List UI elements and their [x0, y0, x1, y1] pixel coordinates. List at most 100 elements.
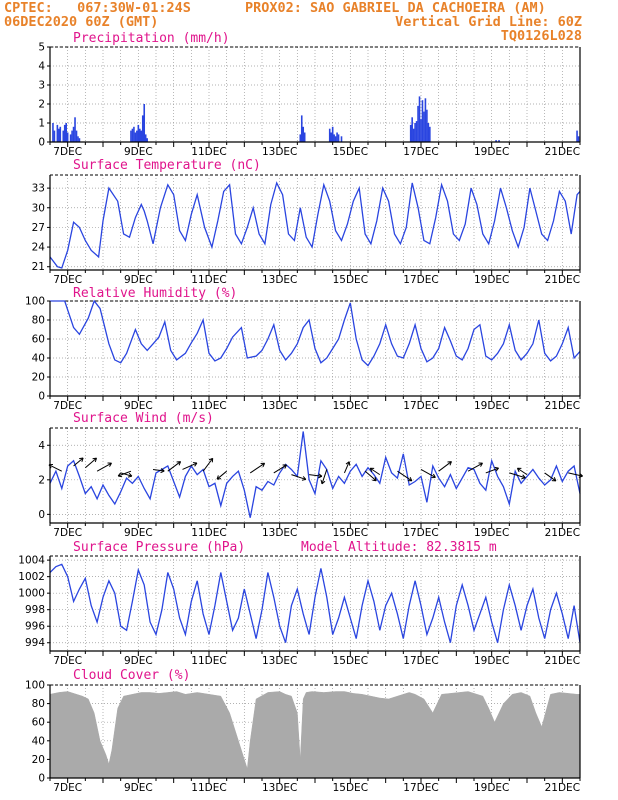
panel-1: 21 24 27 30 33 7DEC 9DEC 11DEC 13DEC 15DEC 17DEC 19…: [32, 158, 581, 286]
x-tick-label: 11DEC: [191, 146, 226, 158]
panel-title: Surface Pressure (hPa): [73, 540, 245, 555]
precip-bar: [130, 130, 132, 142]
x-tick-label: 15DEC: [333, 146, 368, 158]
y-tick-label: 1004: [18, 555, 45, 567]
x-tick-label: 21DEC: [545, 527, 580, 539]
precip-bar: [415, 121, 418, 142]
wind-arrow-head: [301, 476, 307, 481]
y-tick-label: 2: [38, 474, 45, 486]
wind-arrow-head: [447, 461, 452, 466]
wind-arrow-head: [494, 466, 499, 472]
x-tick-label: 11DEC: [191, 400, 226, 412]
wind-arrow-head: [516, 467, 522, 473]
y-tick-label: 5: [38, 42, 45, 54]
panel-title: Relative Humidity (%): [73, 286, 237, 301]
x-tick-label: 9DEC: [124, 782, 153, 794]
wind-arrow-head: [282, 464, 288, 469]
x-tick-label: 13DEC: [262, 400, 297, 412]
x-tick-label: 7DEC: [53, 146, 82, 158]
y-tick-label: 998: [25, 604, 45, 616]
x-tick-label: 19DEC: [474, 655, 509, 667]
y-tick-label: 0: [38, 391, 45, 403]
panel-2: 0 20 40 60 80 100 7DEC 9DEC 11DEC 13DEC 15DEC 17DEC…: [25, 286, 581, 412]
precip-bar: [144, 134, 147, 142]
header-station-coords: CPTEC: 067:30W-01:24S: [4, 0, 191, 16]
wind-arrow-head: [320, 479, 326, 485]
x-tick-label: 7DEC: [53, 655, 82, 667]
wind-arrow-head: [407, 476, 413, 482]
precip-bar: [300, 115, 303, 142]
y-tick-label: 80: [32, 698, 45, 710]
x-tick-label: 17DEC: [403, 146, 438, 158]
precip-bar: [420, 119, 422, 142]
x-tick-label: 15DEC: [333, 274, 368, 286]
precip-bar: [337, 134, 340, 142]
panel-4: 994 996 998 1000 1002 1004 7DEC 9DEC 11DEC 13DEC 1…: [18, 540, 581, 667]
wind-arrow: [216, 470, 227, 480]
precip-bar: [412, 128, 415, 142]
wind-arrow: [273, 464, 287, 474]
cloud-area: [49, 691, 581, 779]
panel-title: Precipitation (mm/h): [73, 31, 230, 46]
x-tick-label: 11DEC: [191, 527, 226, 539]
precip-bar: [139, 128, 141, 142]
precip-bar: [427, 123, 430, 142]
precip-bar: [429, 126, 431, 142]
wind-arrow-head: [208, 457, 214, 463]
precip-bar: [146, 138, 148, 142]
precip-bar: [417, 105, 419, 142]
x-tick-label: 9DEC: [124, 527, 153, 539]
y-tick-label: 60: [32, 334, 45, 346]
precip-bar: [303, 132, 306, 142]
precip-bar: [69, 134, 72, 142]
panel-title: Surface Temperature (nC): [73, 158, 261, 173]
y-tick-label: 100: [25, 680, 45, 692]
precip-bar: [133, 126, 135, 142]
panel-5: 0 20 40 60 80 100 7DEC 9DEC 11DEC 13DEC 15DEC 17DEC…: [25, 668, 581, 794]
precip-bar: [134, 132, 137, 142]
wind-arrow: [309, 474, 322, 477]
precip-bar: [65, 123, 67, 142]
precip-bar: [140, 130, 143, 142]
wind-arrow-head: [117, 472, 123, 478]
wind-arrow: [420, 469, 436, 478]
wind-arrow-head: [551, 477, 557, 482]
x-tick-label: 11DEC: [191, 274, 226, 286]
y-tick-label: 1000: [18, 588, 45, 600]
x-tick-label: 19DEC: [474, 146, 509, 158]
wind-arrow: [517, 467, 528, 476]
header-run-date: 06DEC2020 60Z (GMT): [4, 14, 159, 30]
y-tick-label: 996: [25, 621, 45, 633]
wind-arrow-head: [192, 462, 198, 467]
panel-title: Cloud Cover (%): [73, 668, 190, 683]
precip-bar: [336, 132, 338, 142]
wind-arrow: [397, 470, 413, 482]
precip-bar: [75, 130, 78, 142]
wind-arrow-head: [79, 457, 84, 462]
precip-bar: [53, 130, 56, 142]
x-tick-label: 15DEC: [333, 400, 368, 412]
wind-arrow: [85, 457, 97, 469]
y-tick-label: 2: [38, 99, 45, 111]
precip-bar: [409, 124, 412, 142]
header-station-name: PROX02: SAO GABRIEL DA CACHOEIRA (AM): [245, 0, 546, 16]
y-tick-label: 0: [38, 509, 45, 521]
y-tick-label: 40: [32, 735, 45, 747]
x-tick-label: 17DEC: [403, 655, 438, 667]
x-tick-label: 15DEC: [333, 527, 368, 539]
x-tick-label: 19DEC: [474, 400, 509, 412]
x-tick-label: 9DEC: [124, 146, 153, 158]
precip-bar: [331, 126, 334, 142]
wind-arrow: [48, 464, 63, 472]
wind-arrow-head: [176, 461, 182, 466]
precip-bar: [577, 136, 580, 142]
wind-arrow: [364, 470, 377, 482]
precip-bar: [56, 124, 59, 142]
y-tick-label: 1: [38, 118, 45, 130]
precip-bar: [77, 136, 79, 142]
precip-bar: [78, 138, 81, 142]
precip-bar: [421, 100, 424, 142]
precip-bar: [59, 126, 62, 142]
series-line: [50, 299, 581, 367]
